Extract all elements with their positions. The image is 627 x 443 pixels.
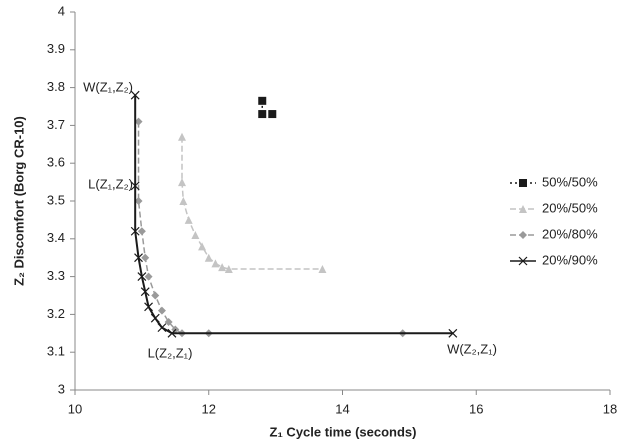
x-tick-label: 14: [335, 401, 349, 416]
y-tick-label: 3.4: [47, 230, 65, 245]
y-tick-label: 4: [58, 3, 65, 18]
marker: [179, 197, 188, 205]
legend-label: 20%/90%: [542, 252, 598, 267]
marker: [134, 253, 143, 263]
marker: [137, 272, 147, 282]
x-axis-label: Z₁ Cycle time (seconds): [270, 424, 417, 439]
marker: [211, 259, 220, 268]
marker: [134, 197, 143, 205]
series-line: [134, 95, 453, 335]
marker: [178, 132, 186, 141]
y-tick-label: 3.6: [47, 155, 65, 170]
marker: [178, 178, 186, 187]
marker: [130, 226, 140, 236]
x-tick-label: 18: [603, 401, 617, 416]
legend-label: 20%/50%: [542, 200, 598, 215]
marker: [157, 306, 166, 315]
marker: [167, 328, 177, 338]
x-tick-label: 10: [68, 401, 82, 416]
marker: [141, 253, 150, 262]
marker: [130, 90, 140, 100]
legend-label: 20%/80%: [542, 226, 598, 241]
annotation: W(Z₁,Z₂): [83, 79, 133, 94]
marker: [519, 179, 527, 187]
legend-label: 50%/50%: [542, 174, 598, 189]
marker: [448, 328, 458, 338]
y-tick-label: 3.9: [47, 41, 65, 56]
marker: [130, 181, 140, 191]
marker: [218, 263, 227, 272]
series-line: [137, 121, 403, 335]
marker: [258, 110, 267, 119]
marker: [518, 256, 528, 266]
marker: [134, 117, 143, 126]
marker: [144, 302, 153, 312]
marker: [184, 215, 193, 224]
y-axis-label: Z₂ Discomfort (Borg CR-10): [11, 116, 26, 286]
annotation: L(Z₂,Z₁): [148, 345, 193, 360]
marker: [519, 205, 527, 213]
x-tick-label: 16: [469, 401, 483, 416]
y-tick-label: 3.2: [47, 306, 65, 321]
marker: [144, 272, 153, 281]
marker: [151, 291, 160, 300]
marker: [224, 265, 233, 274]
y-tick-label: 3.1: [47, 344, 65, 359]
marker: [157, 323, 167, 333]
annotation: W(Z₂,Z₁): [447, 341, 497, 356]
marker: [268, 110, 277, 119]
y-tick-label: 3.5: [47, 192, 65, 207]
marker: [204, 253, 213, 262]
y-tick-label: 3: [58, 381, 65, 396]
marker: [198, 242, 207, 251]
y-tick-label: 3.7: [47, 117, 65, 132]
marker: [164, 317, 173, 326]
marker: [150, 313, 160, 323]
annotation: L(Z₁,Z₂): [88, 176, 133, 191]
marker: [137, 227, 146, 236]
marker: [258, 96, 267, 105]
y-tick-label: 3.3: [47, 268, 65, 283]
marker: [519, 231, 527, 239]
marker: [191, 231, 200, 240]
y-tick-label: 3.8: [47, 79, 65, 94]
marker: [140, 287, 150, 297]
x-tick-label: 12: [202, 401, 216, 416]
marker: [318, 265, 327, 274]
